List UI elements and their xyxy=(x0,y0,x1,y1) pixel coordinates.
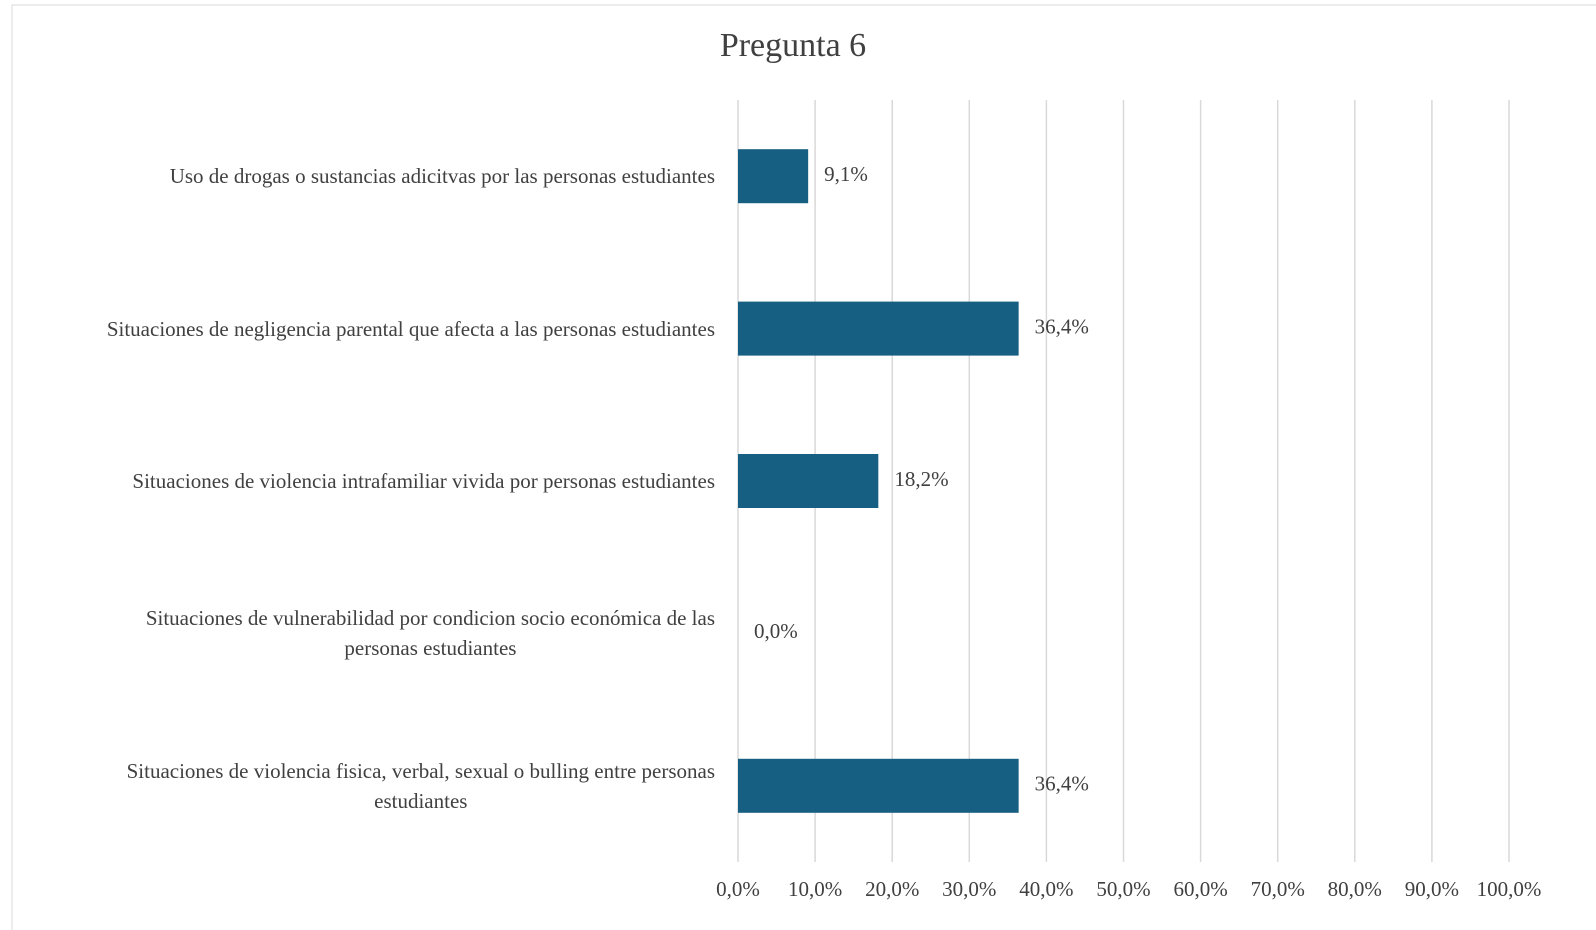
x-tick-label: 60,0% xyxy=(1173,877,1227,901)
bar xyxy=(738,758,1019,813)
x-tick-label: 40,0% xyxy=(1019,877,1073,901)
x-tick-label: 0,0% xyxy=(716,877,760,901)
y-tick-label-box: Situaciones de vulnerabilidad por condic… xyxy=(20,593,715,673)
bar xyxy=(738,301,1019,356)
data-label: 36,4% xyxy=(1035,772,1089,796)
x-tick-label: 70,0% xyxy=(1251,877,1305,901)
y-tick-label-box: Uso de drogas o sustancias adicitvas por… xyxy=(20,136,715,216)
y-tick-label-box: Situaciones de negligencia parental que … xyxy=(20,289,715,369)
x-tick-label: 100,0% xyxy=(1477,877,1542,901)
y-tick-label-box: Situaciones de violencia intrafamiliar v… xyxy=(20,441,715,521)
bar xyxy=(738,454,879,508)
x-tick-label: 20,0% xyxy=(865,877,919,901)
chart-frame xyxy=(11,4,1596,930)
x-tick-label: 30,0% xyxy=(942,877,996,901)
y-tick-label: Uso de drogas o sustancias adicitvas por… xyxy=(169,164,715,189)
chart-title: Pregunta 6 xyxy=(720,27,866,64)
y-tick-label: Situaciones de violencia fisica, verbal,… xyxy=(126,758,715,813)
x-tick-label: 90,0% xyxy=(1405,877,1459,901)
data-label: 9,1% xyxy=(824,162,868,186)
x-tick-label: 50,0% xyxy=(1096,877,1150,901)
data-label: 0,0% xyxy=(754,619,798,643)
y-tick-label: Situaciones de vulnerabilidad por condic… xyxy=(145,606,715,661)
x-tick-label: 80,0% xyxy=(1328,877,1382,901)
y-tick-label: Situaciones de violencia intrafamiliar v… xyxy=(132,469,715,493)
data-label: 36,4% xyxy=(1035,314,1089,338)
y-tick-label-box: Situaciones de violencia fisica, verbal,… xyxy=(20,746,715,826)
x-tick-label: 10,0% xyxy=(788,877,842,901)
bar xyxy=(738,149,809,204)
data-label: 18,2% xyxy=(894,467,948,491)
y-tick-label: Situaciones de negligencia parental que … xyxy=(106,316,715,341)
